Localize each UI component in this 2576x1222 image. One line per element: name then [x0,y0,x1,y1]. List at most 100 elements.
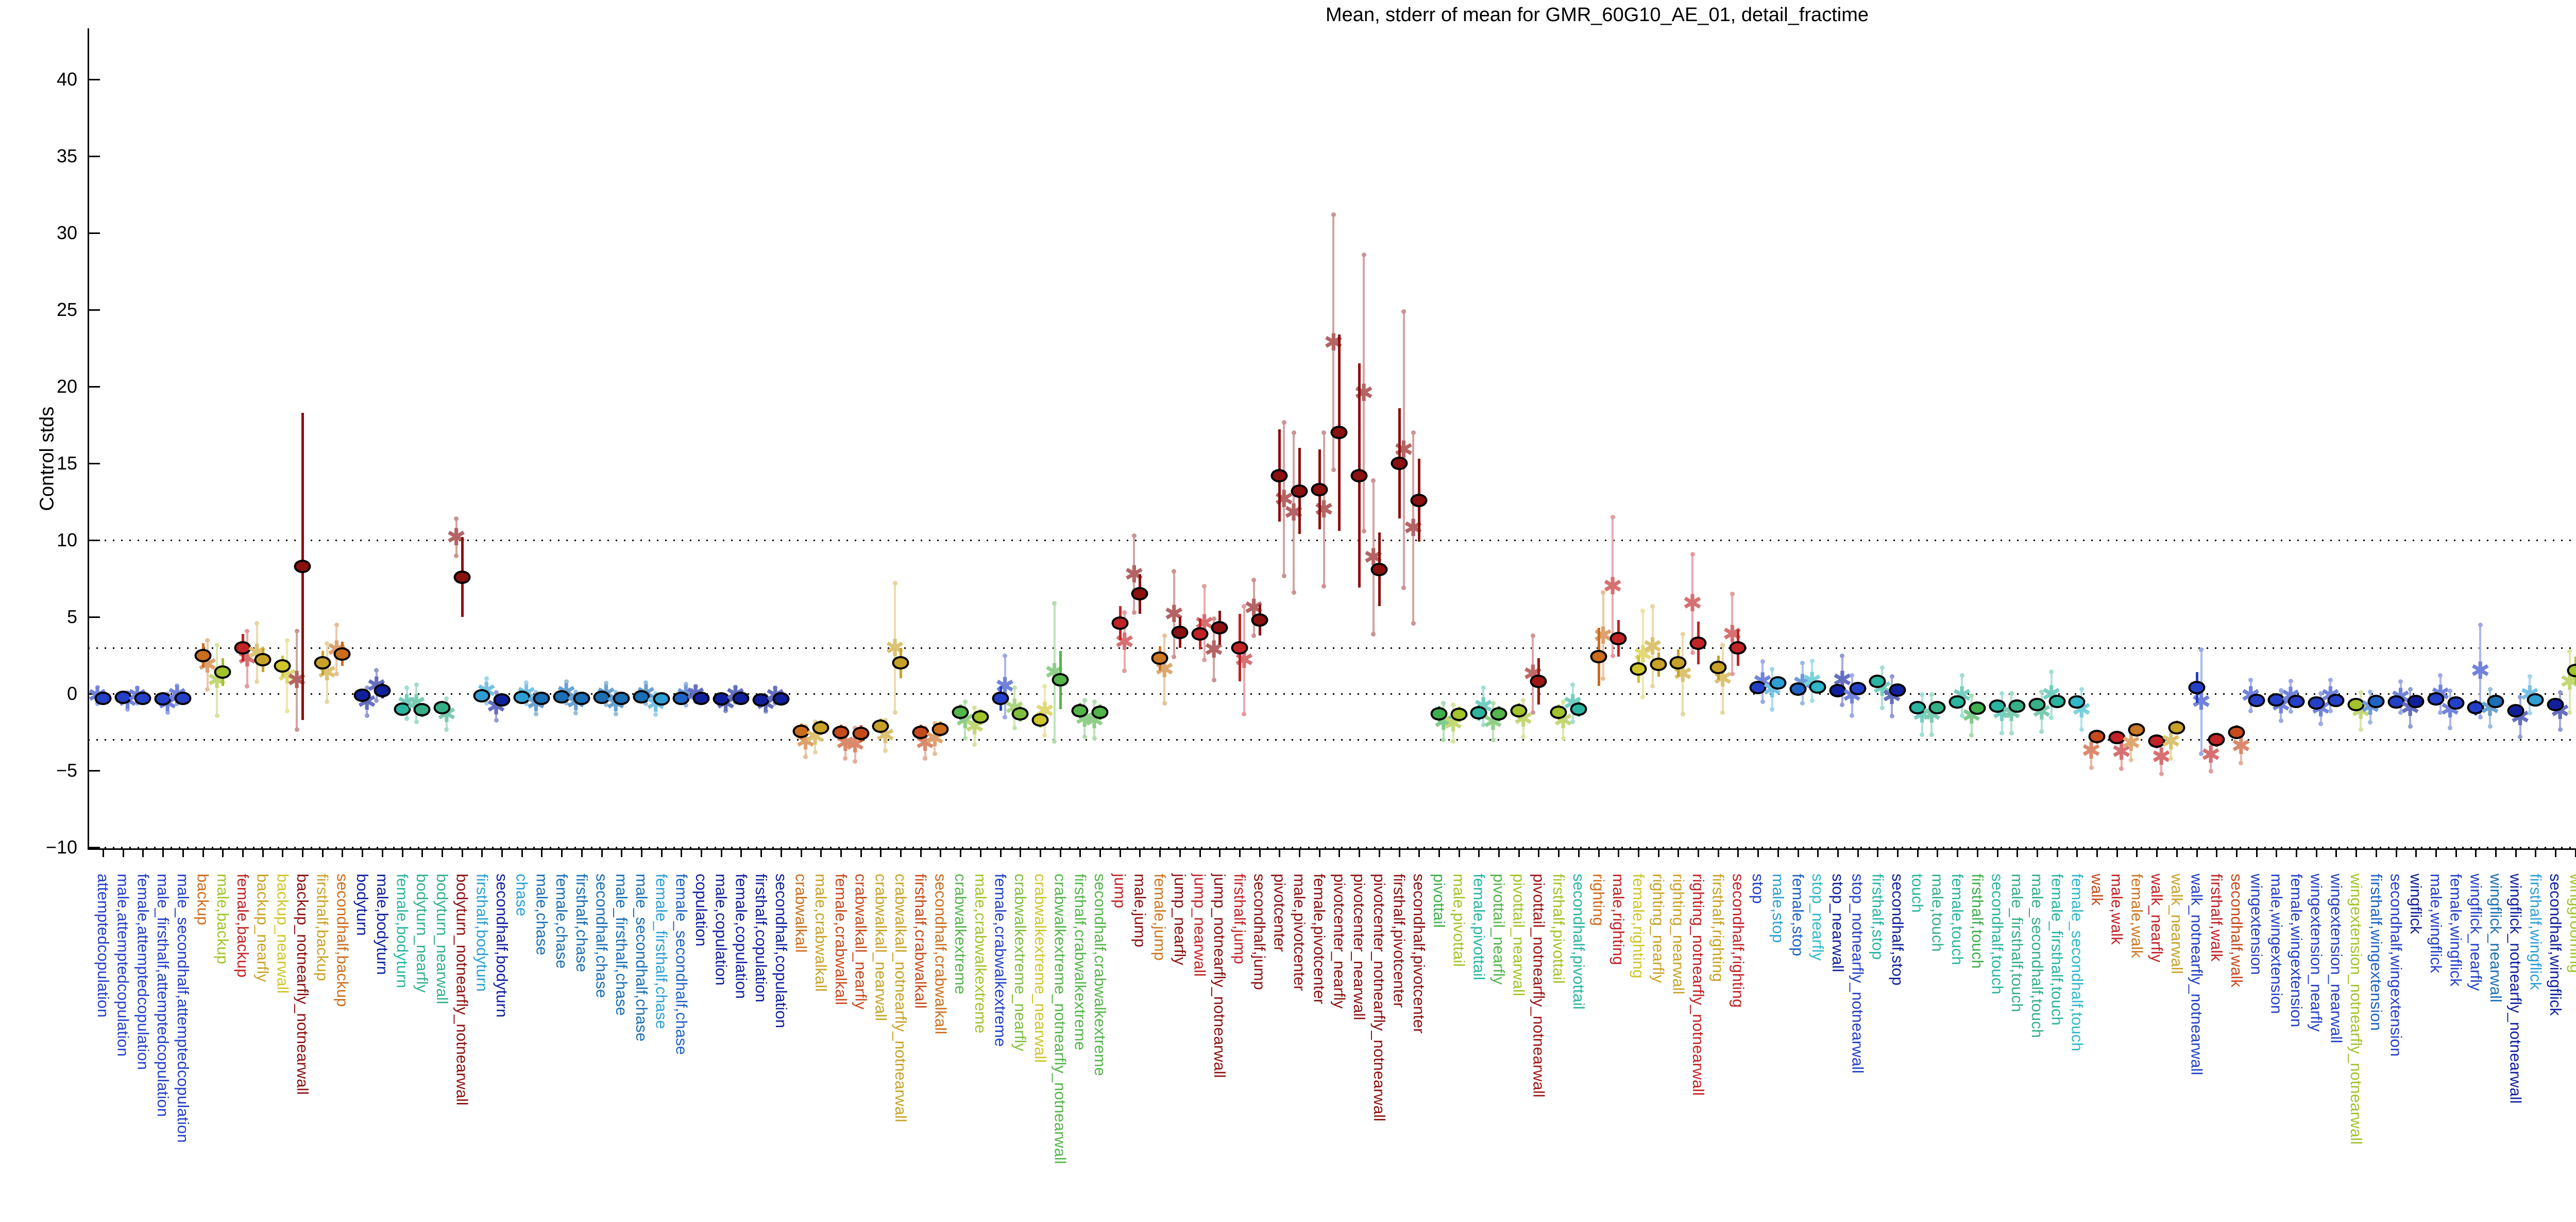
x-tick-mark [1598,850,1600,857]
control-error-bar [1651,606,1654,687]
control-error-bar [2559,692,2562,729]
control-bar-end-dot [364,713,369,718]
control-bar-end-dot [1162,700,1167,706]
control-bar-end-dot [325,699,330,704]
control-mean-star: ✱ [2470,657,2490,684]
x-tick-label: backup [194,874,212,925]
x-tick-label: male_firsthalf,chase [613,874,631,1016]
x-tick-label: bodyturn_nearwall [433,874,451,1005]
control-bar-end-dot [2248,678,2253,683]
control-bar-end-dot [2239,761,2244,766]
reference-gridline [88,647,2576,649]
control-error-bar [2360,692,2362,729]
control-error-bar [2479,624,2482,717]
x-tick-label: female,crabwalkextreme [991,874,1010,1047]
control-bar-end-dot [1959,713,1964,718]
data-point [2267,693,2285,707]
data-point [1171,625,1189,639]
data-point [2467,700,2484,714]
control-error-bar [894,583,896,712]
control-bar-end-dot [2487,687,2493,692]
data-point [1131,587,1148,601]
x-tick-label: attemptedcopulation [94,874,112,1018]
control-bar-end-dot [414,719,419,724]
control-error-bar [1851,675,1853,715]
control-error-bar [2409,689,2412,726]
control-bar-end-dot [2567,648,2572,654]
x-tick-mark [1179,850,1181,857]
x-tick-mark [2335,850,2337,857]
control-bar-end-dot [245,628,250,633]
control-bar-end-dot [1889,674,1894,679]
data-point [972,710,989,724]
x-tick-label: male_secondhalf,attemptedcopulation [174,874,192,1143]
x-tick-mark [2375,850,2377,857]
control-bar-end-dot [1052,601,1057,606]
control-bar-end-dot [1770,707,1775,712]
data-point [94,691,112,705]
control-bar-end-dot [653,691,658,696]
control-bar-end-dot [1242,604,1247,609]
control-bar-end-dot [1879,665,1885,671]
y-tick-mark [88,540,100,541]
control-bar-end-dot [2168,756,2174,761]
x-tick-label: righting_notnearfly_notnearwall [1689,874,1707,1096]
data-point [493,693,511,707]
x-tick-label: wingflick_nearwall [2487,874,2505,1002]
control-bar-end-dot [1122,610,1127,615]
control-error-bar [286,640,289,711]
data-point [1530,675,1547,689]
x-tick-mark [1657,850,1659,857]
x-tick-label: secondhalf,crabwalkextreme [1091,874,1109,1076]
control-error-bar [1203,586,1206,660]
control-error-bar [1841,655,1843,705]
control-error-bar [1891,676,1893,716]
x-tick-label: female_firsthalf,touch [2048,874,2066,1026]
data-point [134,691,151,705]
x-tick-mark [1518,850,1520,857]
x-tick-label: firsthalf,wingextension [2367,874,2385,1031]
data-point [2228,725,2245,739]
control-bar-end-dot [494,717,499,723]
x-tick-label: secondhalf,wingextension [2387,874,2405,1057]
data-point [2128,723,2145,737]
data-point [732,691,750,705]
control-bar-end-dot [2009,730,2014,735]
x-tick-label: male,jump [1131,874,1149,947]
data-point [1011,707,1029,721]
x-tick-mark [880,850,882,857]
control-bar-end-dot [294,727,299,732]
control-bar-end-dot [653,712,658,717]
x-tick-label: male,wingextension [2267,874,2286,1014]
control-error-bar [1412,432,1415,623]
data-point [2148,734,2165,748]
control-bar-end-dot [1650,604,1655,609]
x-tick-mark [2156,850,2158,857]
control-bar-end-dot [1809,698,1815,704]
data-point [1729,641,1747,655]
x-tick-mark [681,850,683,857]
control-error-bar [2519,696,2521,737]
data-point [1609,631,1627,645]
control-error-bar [2090,733,2092,768]
control-bar-end-dot [883,748,888,754]
data-point [1869,675,1886,689]
control-mean-star: ✱ [2151,743,2172,771]
x-tick-label: crabwalkextreme_nearwall [1031,874,1049,1063]
control-error-bar [2130,726,2132,760]
control-bar-end-dot [573,711,579,716]
control-bar-end-dot [2128,758,2133,763]
control-bar-end-dot [175,683,180,688]
x-tick-mark [2216,850,2218,857]
control-bar-end-dot [962,699,968,704]
control-bar-end-dot [564,700,569,706]
x-tick-label: wingextension_nearwall [2327,874,2346,1044]
x-tick-mark [222,850,224,857]
x-tick-mark [1917,850,1919,857]
control-bar-end-dot [1530,710,1535,715]
control-error-bar [1083,699,1086,737]
data-point [772,692,790,706]
control-bar-end-dot [1291,590,1296,595]
data-point [1769,676,1787,690]
x-tick-mark [1338,850,1341,857]
